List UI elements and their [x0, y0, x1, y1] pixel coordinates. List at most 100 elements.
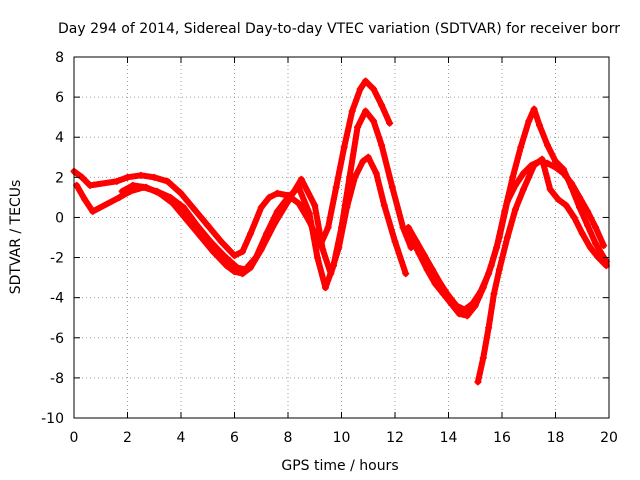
x-tick-label: 18 [547, 430, 565, 446]
data-point-marker [511, 166, 518, 173]
data-point-marker [396, 250, 403, 257]
data-point-marker [540, 160, 547, 167]
y-tick-label: 2 [55, 170, 64, 186]
data-point [156, 189, 164, 197]
data-point-marker [527, 170, 534, 177]
data-point-marker [380, 105, 387, 112]
data-point-marker [341, 216, 348, 223]
data-point [81, 195, 89, 203]
data-point-marker [273, 216, 280, 223]
data-point [313, 254, 321, 262]
data-point-marker [544, 175, 551, 182]
data-point-marker [349, 181, 356, 188]
data-point [115, 193, 123, 201]
data-point-marker [307, 194, 314, 201]
data-point-marker [312, 246, 319, 253]
data-point-marker [372, 90, 379, 97]
data-point-marker [227, 258, 234, 265]
data-point [204, 221, 212, 229]
data-point-marker [396, 212, 403, 219]
data-point-marker [492, 246, 499, 253]
data-point [503, 234, 511, 241]
data-point-marker [391, 192, 398, 199]
data-point-marker [292, 197, 299, 204]
data-point-marker [522, 129, 529, 136]
data-point [479, 284, 487, 292]
data-point-marker [543, 171, 550, 178]
data-point-marker [392, 196, 399, 203]
data-point-marker [312, 242, 319, 249]
data-point-marker [579, 211, 586, 218]
data-point-marker [317, 265, 324, 272]
data-point-marker [188, 222, 195, 229]
data-point [552, 157, 559, 165]
data-point [474, 378, 482, 386]
data-point-marker [289, 191, 296, 198]
data-point-marker [314, 218, 321, 225]
data-point-marker [491, 250, 498, 257]
data-point-marker [323, 280, 330, 287]
data-point-marker [477, 366, 484, 373]
data-point-marker [337, 164, 344, 171]
data-point-marker [189, 216, 196, 223]
data-point-marker [241, 244, 248, 251]
data-point-marker [333, 180, 340, 187]
data-point [517, 143, 525, 151]
data-point [209, 248, 217, 256]
data-point [378, 101, 386, 109]
data-point-marker [394, 246, 401, 253]
x-tick-label: 16 [493, 430, 511, 446]
data-point-marker [533, 114, 540, 121]
data-point-marker [75, 185, 82, 192]
data-point-marker [386, 172, 393, 179]
data-point-marker [373, 126, 380, 133]
data-point-marker [510, 170, 517, 177]
axis-ticks: 0 2 4 6 8 10 12 14 16 18 20 -10 -8 -6 -4 -2 0 2 4 6 8 [41, 50, 618, 446]
data-point-marker [541, 163, 548, 170]
data-point-marker [356, 120, 363, 127]
data-point [343, 203, 351, 211]
y-tick-label: 0 [55, 210, 64, 226]
data-point [586, 244, 594, 252]
data-point-marker [263, 235, 270, 242]
data-point-marker [494, 274, 501, 281]
data-point [519, 169, 527, 177]
data-point-marker [252, 219, 259, 226]
data-point-marker [418, 254, 425, 261]
data-point-marker [317, 234, 324, 241]
data-point-marker [117, 177, 124, 184]
data-point [380, 201, 388, 209]
data-point-marker [175, 206, 182, 213]
data-point-marker [597, 235, 604, 242]
data-point-marker [260, 242, 267, 249]
data-point [594, 254, 602, 262]
data-point-marker [379, 146, 386, 153]
data-point [439, 290, 447, 298]
data-point-marker [328, 266, 335, 273]
data-point-marker [265, 231, 272, 238]
data-point [584, 207, 592, 215]
data-point-marker [330, 196, 337, 203]
data-point-marker [210, 228, 217, 235]
data-point-marker [400, 262, 407, 269]
data-point-marker [348, 185, 355, 192]
y-tick-label: -6 [50, 331, 64, 347]
data-point [479, 354, 487, 362]
data-point-marker [499, 254, 506, 261]
data-point [89, 207, 97, 215]
data-point [362, 77, 370, 85]
data-point [332, 183, 340, 191]
data-point-marker [583, 237, 590, 244]
data-point-marker [122, 186, 129, 193]
data-point-marker [346, 193, 353, 200]
data-point [150, 173, 158, 181]
data-point-marker [106, 199, 113, 206]
data-point-marker [589, 233, 596, 240]
data-point [388, 183, 396, 191]
y-tick-label: -4 [50, 291, 64, 307]
data-point-marker [397, 254, 404, 261]
data-point-marker [350, 104, 357, 111]
data-point-marker [326, 216, 333, 223]
data-point-marker [187, 213, 194, 220]
data-point-marker [420, 258, 427, 265]
